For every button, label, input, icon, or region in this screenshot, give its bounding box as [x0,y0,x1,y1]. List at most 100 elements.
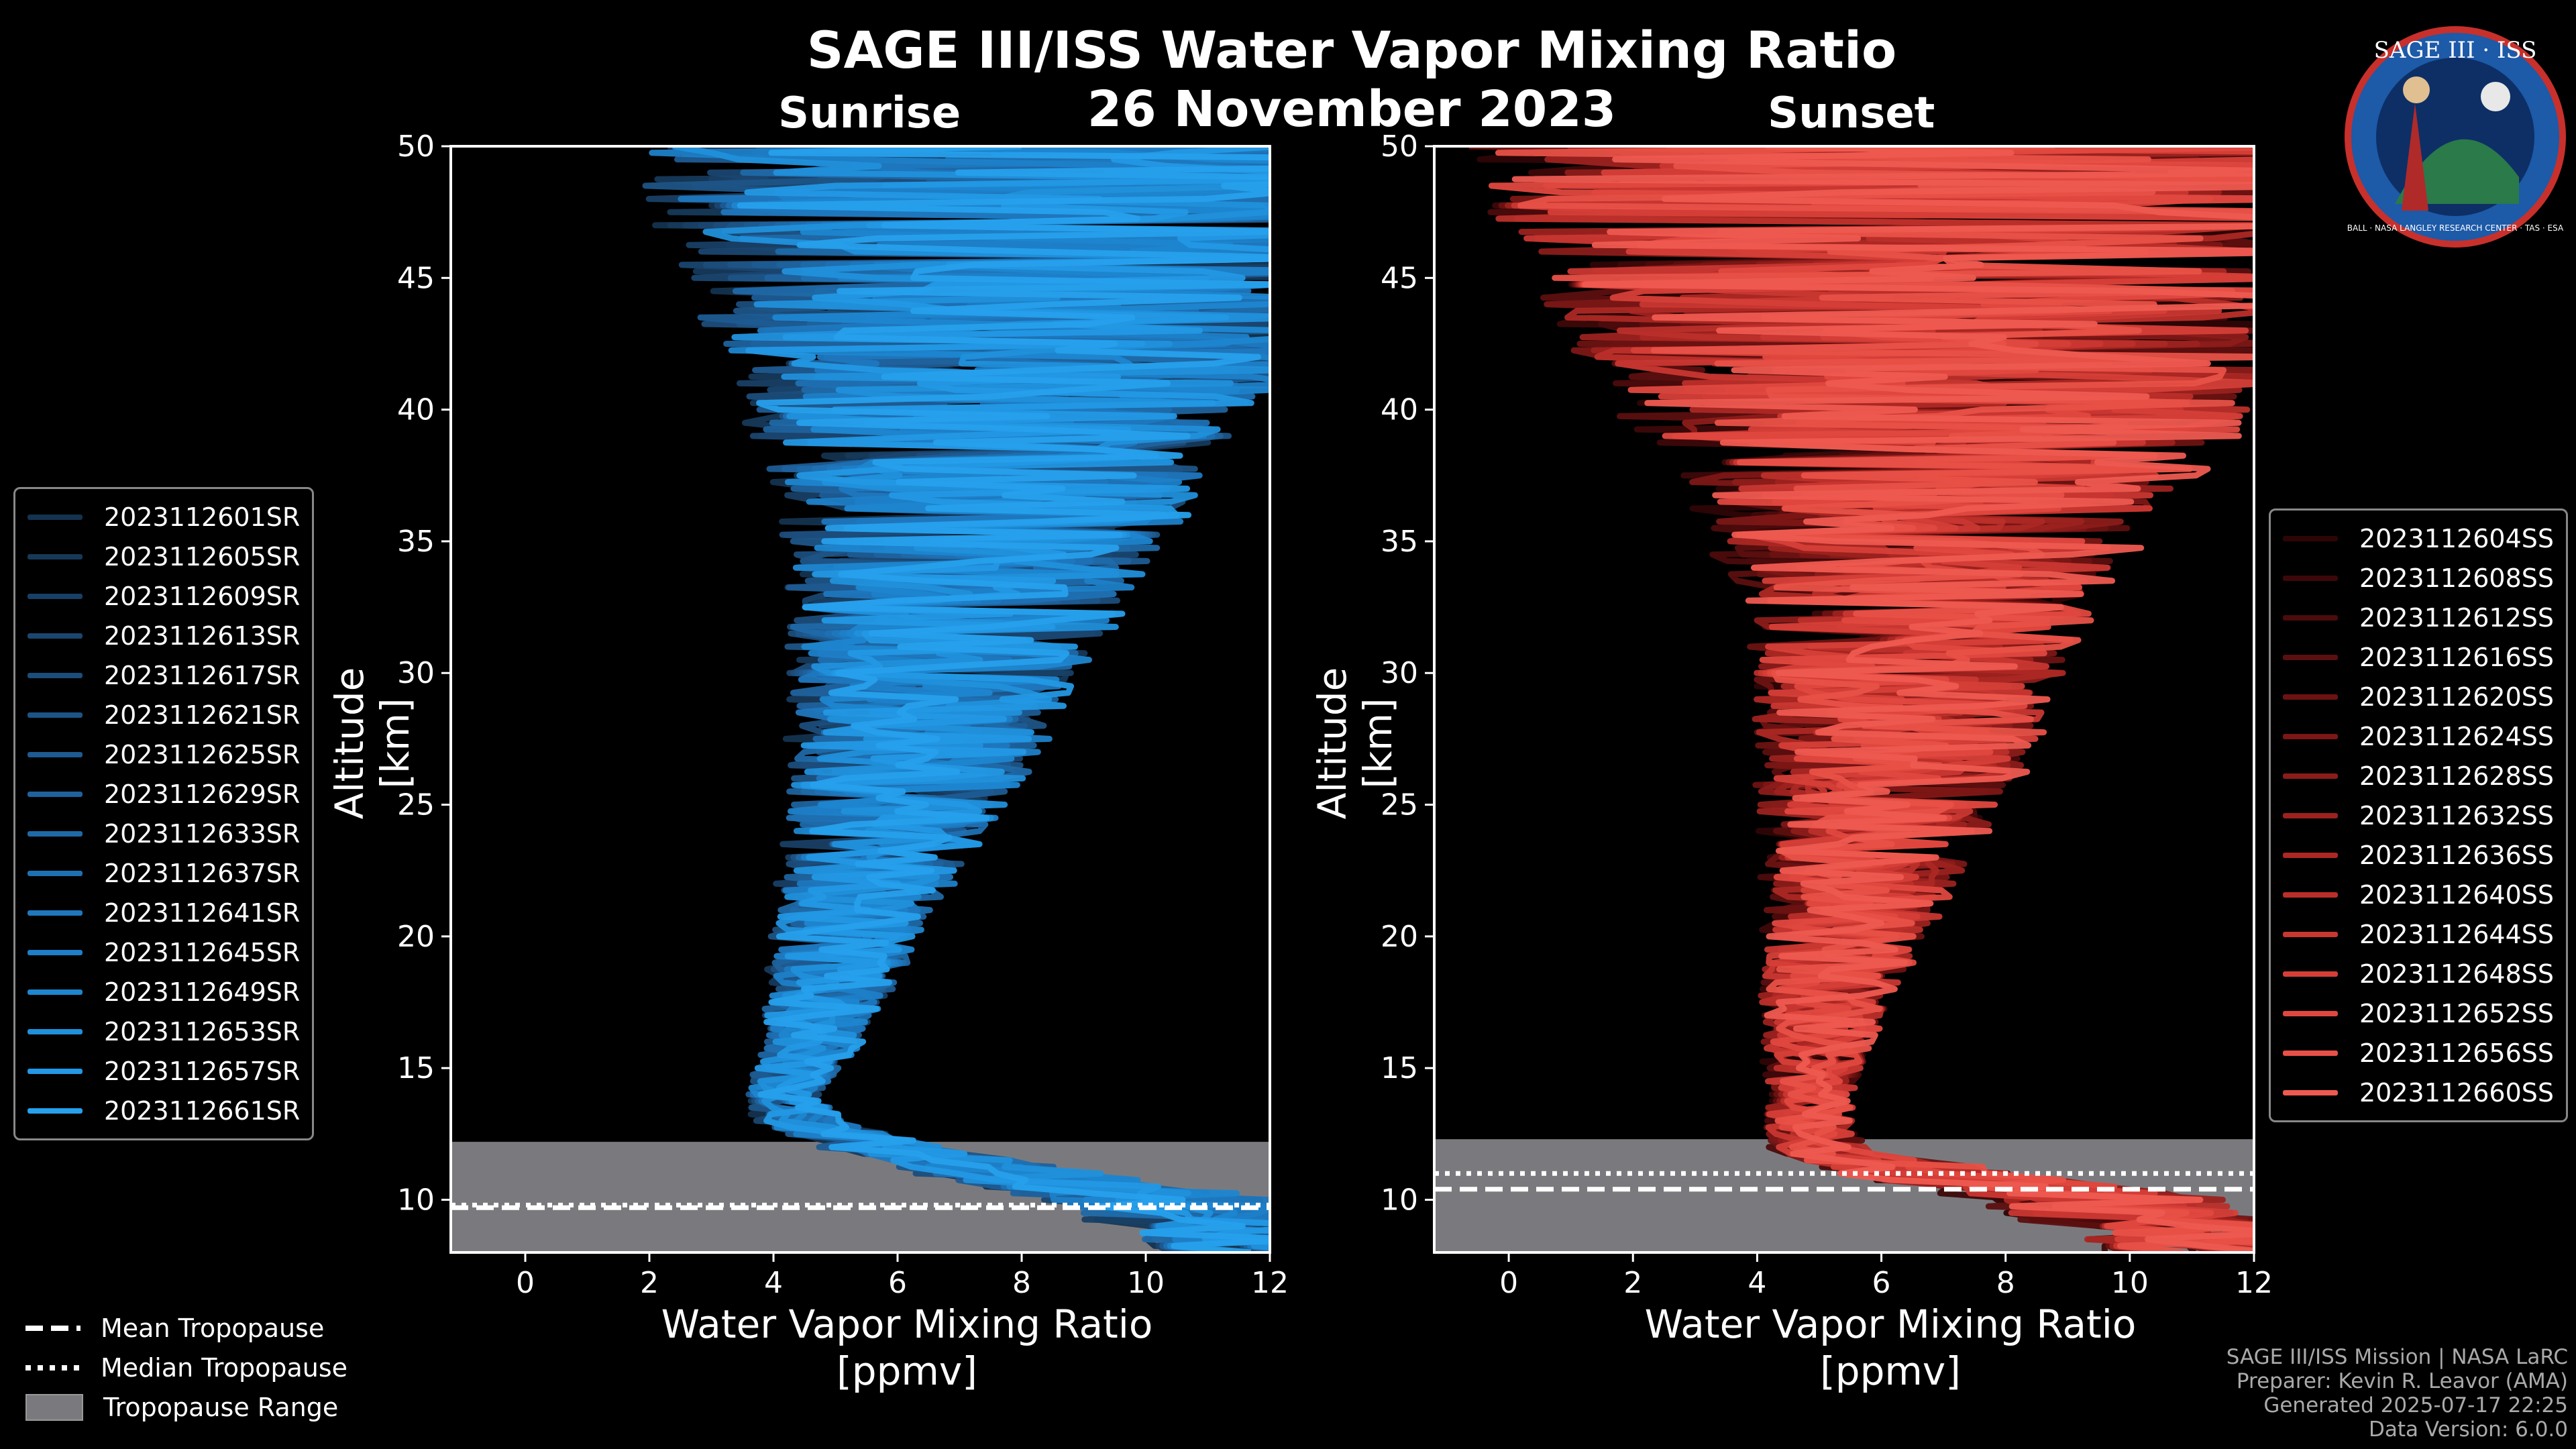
legend-item-2023112632SS: 2023112632SS [2283,796,2554,835]
legend-swatch [2283,892,2338,898]
legend-label: 2023112661SR [104,1095,301,1126]
legend-item-2023112604SS: 2023112604SS [2283,519,2554,558]
x-tick-label: 4 [1748,1266,1766,1300]
legend-item-2023112656SS: 2023112656SS [2283,1033,2554,1073]
sunset-subtitle: Sunset [1768,89,1935,138]
legend-swatch [28,514,83,520]
legend-swatch [28,553,83,559]
profile-line-2023112644SS [1511,146,2254,1252]
x-tick-label: 4 [764,1266,783,1300]
legend-swatch [28,910,83,916]
legend-label: 2023112621SR [104,700,301,730]
legend-swatch [2283,733,2338,739]
median-tropopause-swatch [25,1364,80,1371]
legend-label: 2023112648SS [2359,959,2555,989]
legend-label: 2023112633SR [104,818,301,849]
x-tick-label: 0 [516,1266,535,1300]
legend-label: 2023112640SS [2359,879,2555,910]
legend-label: 2023112644SS [2359,919,2555,949]
legend-label: 2023112604SS [2359,523,2555,553]
y-tick-label: 40 [1381,393,1418,427]
legend-item-2023112620SS: 2023112620SS [2283,677,2554,716]
legend-item-2023112624SS: 2023112624SS [2283,716,2554,756]
legend-swatch [2283,1050,2338,1056]
legend-label: 2023112629SR [104,779,301,809]
y-tick-label: 45 [1381,261,1418,295]
legend-swatch [2283,971,2338,977]
legend-item-2023112617SR: 2023112617SR [28,655,300,695]
chart-title: SAGE III/ISS Water Vapor Mixing Ratio [806,20,1897,80]
legend-label: 2023112617SR [104,660,301,690]
profile-line-2023112657SR [744,146,1270,1246]
legend-label: 2023112636SS [2359,840,2555,870]
profile-line-2023112656SS [1495,146,2254,1252]
x-tick-label: 2 [1623,1266,1642,1300]
legend-label: 2023112656SS [2359,1038,2555,1068]
legend-item-2023112612SS: 2023112612SS [2283,598,2554,637]
legend-swatch [2283,535,2338,541]
legend-swatch [2283,575,2338,581]
y-tick-label: 35 [1381,525,1418,559]
legend-item-2023112616SS: 2023112616SS [2283,637,2554,677]
legend-swatch [28,1028,83,1034]
sunset-xlabel-1: Water Vapor Mixing Ratio [1644,1301,2137,1347]
legend-item-2023112640SS: 2023112640SS [2283,875,2554,914]
profile-line-2023112661SR [737,146,1270,1252]
sunset-legend: 2023112604SS 2023112608SS 2023112612SS 2023… [2269,508,2569,1122]
legend-label: 2023112612SS [2359,602,2555,633]
legend-label: 2023112653SR [104,1016,301,1046]
legend-label: 2023112620SS [2359,682,2555,712]
y-tick-label: 15 [1381,1051,1418,1085]
x-tick-label: 10 [1127,1266,1165,1300]
sage-logo: SAGE III · ISS BALL · NASA LANGLEY RESEA… [2345,26,2566,248]
legend-label: 2023112608SS [2359,563,2555,593]
footer-version: Data Version: 6.0.0 [2368,1417,2568,1442]
logo-ring-text: BALL · NASA LANGLEY RESEARCH CENTER · TA… [2347,223,2564,233]
logo-text: SAGE III · ISS [2374,37,2537,64]
legend-item-2023112657SR: 2023112657SR [28,1051,300,1091]
legend-swatch [2283,1010,2338,1016]
legend-item-2023112641SR: 2023112641SR [28,893,300,932]
y-tick-label: 25 [397,788,435,822]
y-tick-label: 10 [1381,1183,1418,1217]
y-tick-label: 20 [397,920,435,954]
legend-swatch [28,751,83,757]
sunset-xlabel-2: [ppmv] [1820,1348,1961,1394]
legend-item-2023112636SS: 2023112636SS [2283,835,2554,875]
x-tick-label: 12 [1251,1266,1289,1300]
legend-label: 2023112645SR [104,937,301,967]
sunrise-xlabel-1: Water Vapor Mixing Ratio [661,1301,1153,1347]
y-tick-label: 15 [397,1051,435,1085]
legend-label: 2023112625SR [104,739,301,769]
y-tick-label: 30 [397,656,435,690]
legend-item-2023112625SR: 2023112625SR [28,735,300,774]
legend-swatch [2283,614,2338,621]
y-tick-label: 20 [1381,920,1418,954]
y-tick-label: 35 [397,525,435,559]
legend-swatch [2283,694,2338,700]
legend-item-2023112652SS: 2023112652SS [2283,994,2554,1033]
x-tick-label: 0 [1499,1266,1518,1300]
x-tick-label: 10 [2111,1266,2149,1300]
legend-swatch [28,1068,83,1074]
legend-label: 2023112657SR [104,1056,301,1086]
legend-item-2023112633SR: 2023112633SR [28,814,300,853]
legend-swatch [2283,931,2338,937]
footer-preparer: Preparer: Kevin R. Leavor (AMA) [2236,1369,2568,1393]
legend-label: 2023112624SS [2359,721,2555,751]
x-tick-label: 6 [888,1266,907,1300]
legend-item-2023112653SR: 2023112653SR [28,1012,300,1051]
chart-date: 26 November 2023 [1087,80,1617,138]
footer-generated: Generated 2025-07-17 22:25 [2263,1393,2568,1417]
legend-swatch [2283,654,2338,660]
legend-item-2023112661SR: 2023112661SR [28,1091,300,1130]
sunset-ylabel: Altitude [km] [1309,667,1401,820]
legend-swatch [28,870,83,876]
legend-swatch [28,1108,83,1114]
tropopause-legend: Mean Tropopause Median Tropopause Tropop… [25,1308,347,1427]
footer-mission: SAGE III/ISS Mission | NASA LaRC [2226,1345,2568,1369]
legend-label: 2023112649SR [104,977,301,1007]
legend-swatch [2283,852,2338,858]
y-tick-label: 25 [1381,788,1418,822]
